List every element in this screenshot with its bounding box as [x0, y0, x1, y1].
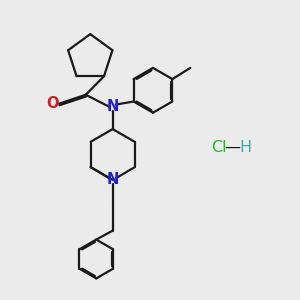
Text: O: O: [47, 96, 59, 111]
Text: H: H: [239, 140, 252, 154]
Text: N: N: [106, 172, 119, 188]
Text: Cl: Cl: [211, 140, 226, 154]
Text: —: —: [224, 140, 240, 154]
Text: N: N: [106, 99, 119, 114]
